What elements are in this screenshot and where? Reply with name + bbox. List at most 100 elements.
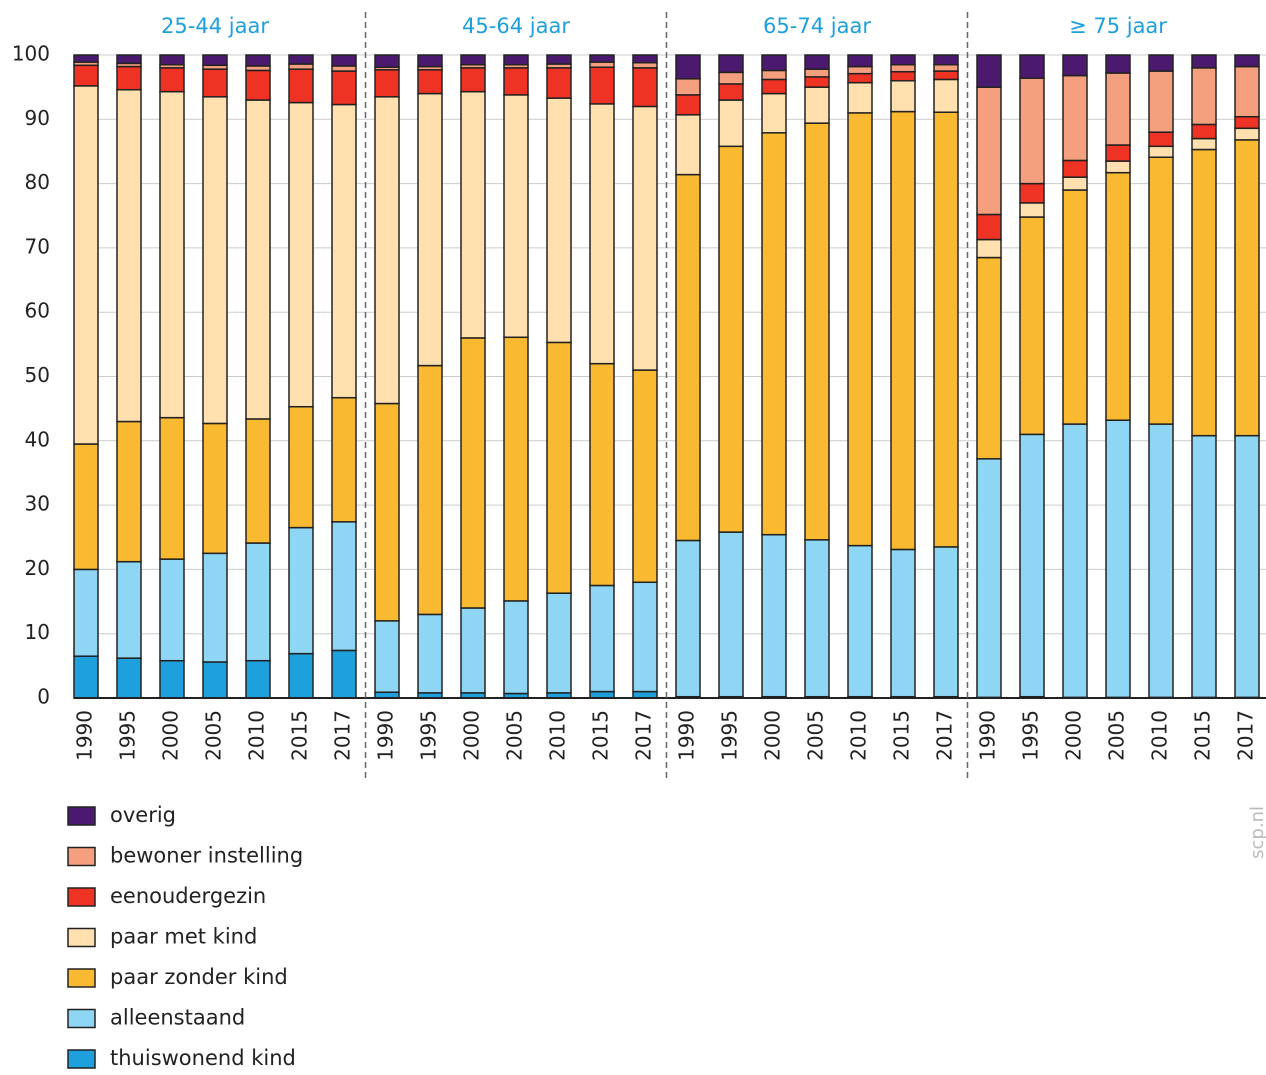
bar-segment	[1019, 433, 1045, 698]
bar-segment	[1191, 148, 1217, 437]
bar-segment	[1105, 419, 1131, 699]
bar-segment	[546, 592, 572, 694]
y-tick-label: 80	[25, 170, 50, 194]
bar-segment	[976, 256, 1002, 460]
bar-segment	[159, 416, 185, 560]
bar-segment	[804, 539, 830, 698]
bar-segment	[460, 607, 486, 694]
bar-segment	[1234, 127, 1260, 141]
bar-segment	[546, 341, 572, 594]
bar-segment	[503, 94, 529, 339]
legend-label: alleenstaand	[110, 1006, 245, 1030]
bar-segment	[73, 443, 99, 571]
bar-segment	[675, 54, 701, 80]
x-tick-label: 1995	[417, 710, 441, 761]
bar-segment	[116, 65, 142, 91]
bar-segment	[1062, 423, 1088, 699]
bar-segment	[503, 336, 529, 602]
bar-segment	[331, 649, 357, 699]
bar-segment	[288, 54, 314, 65]
y-tick-label: 90	[25, 106, 50, 130]
x-tick-label: 2017	[1234, 710, 1258, 761]
bar-segment	[761, 78, 787, 95]
bar-segment	[288, 68, 314, 104]
bar-segment	[1062, 74, 1088, 162]
x-tick-label: 2010	[847, 710, 871, 761]
bar-segment	[1191, 54, 1217, 69]
bar-segment	[73, 655, 99, 699]
legend-label: bewoner instelling	[110, 844, 303, 868]
x-tick-label: 1995	[1019, 710, 1043, 761]
bar-segment	[976, 213, 1002, 241]
bar-segment	[632, 67, 658, 108]
bar-segment	[632, 369, 658, 584]
group-label: 25-44 jaar	[161, 14, 269, 38]
bar-segment	[718, 145, 744, 533]
x-tick-label: 2017	[632, 710, 656, 761]
bar-segment	[632, 581, 658, 693]
bar-segment	[374, 620, 400, 693]
x-tick-label: 2000	[1062, 710, 1086, 761]
bar-segment	[589, 584, 615, 693]
x-tick-label: 2015	[1191, 710, 1215, 761]
bar-segment	[804, 122, 830, 541]
bar-segment	[245, 54, 271, 67]
bar-segment	[1105, 171, 1131, 421]
x-tick-label: 2017	[331, 710, 355, 761]
bar-segment	[331, 54, 357, 67]
bar-segment	[159, 90, 185, 419]
bar-segment	[718, 71, 744, 85]
legend-label: thuiswonend kind	[110, 1046, 296, 1070]
bar-segment	[589, 54, 615, 63]
x-tick-label: 2010	[1148, 710, 1172, 761]
bar-segment	[546, 97, 572, 344]
x-tick-label: 2000	[761, 710, 785, 761]
bar-segment	[417, 364, 443, 616]
bar-segment	[374, 54, 400, 68]
bar-segment	[1019, 202, 1045, 218]
bar-segment	[73, 54, 99, 63]
bar-segment	[288, 63, 314, 70]
bar-segment	[675, 94, 701, 116]
x-tick-label: 2010	[245, 710, 269, 761]
bar-segment	[460, 337, 486, 609]
bar-segment	[288, 652, 314, 699]
y-tick-label: 70	[25, 234, 50, 258]
bar-segment	[847, 81, 873, 114]
bar-segment	[804, 86, 830, 124]
bar-segment	[73, 85, 99, 445]
bar-segment	[890, 79, 916, 113]
bar-segment	[417, 69, 443, 95]
bar-segment	[1191, 434, 1217, 699]
bar-segment	[632, 105, 658, 371]
bar-segment	[1234, 139, 1260, 437]
y-tick-label: 40	[25, 427, 50, 451]
bar-segment	[202, 96, 228, 425]
group-label: 45-64 jaar	[462, 14, 570, 38]
bar-segment	[675, 114, 701, 176]
x-tick-label: 1990	[374, 710, 398, 761]
bar-segment	[1105, 160, 1131, 174]
bar-segment	[245, 659, 271, 699]
bar-segment	[331, 521, 357, 652]
bar-segment	[202, 552, 228, 663]
legend-swatch	[67, 887, 96, 907]
x-tick-label: 2010	[546, 710, 570, 761]
bar-segment	[374, 402, 400, 622]
bar-segment	[761, 69, 787, 81]
legend-label: eenoudergezin	[110, 884, 266, 908]
bar-segment	[933, 63, 959, 72]
bar-segment	[331, 396, 357, 523]
source-label: scp.nl	[1247, 806, 1266, 859]
group-label: 65-74 jaar	[763, 14, 871, 38]
bar-segment	[933, 111, 959, 548]
bar-segment	[417, 54, 443, 68]
bar-segment	[890, 548, 916, 698]
bar-segment	[417, 613, 443, 694]
bar-segment	[589, 103, 615, 365]
legend-label: paar met kind	[110, 925, 257, 949]
bar-segment	[804, 68, 830, 78]
bar-segment	[417, 92, 443, 367]
bar-segment	[288, 101, 314, 408]
